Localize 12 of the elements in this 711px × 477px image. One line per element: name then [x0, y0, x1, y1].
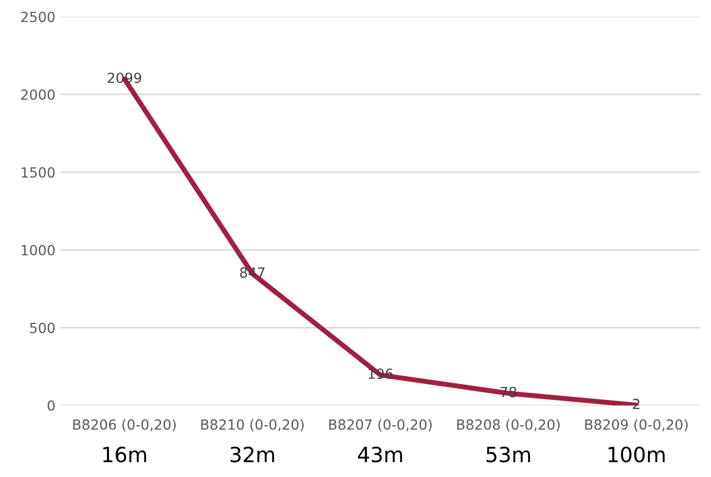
y-tick-label: 2000	[21, 89, 55, 100]
x-tick-label: B8210 (0-0,20) 32m	[201, 419, 304, 462]
y-tick-label: 0	[48, 400, 55, 411]
y-tick-label: 500	[30, 322, 55, 334]
y-tick-label: 1500	[22, 167, 55, 178]
x-tick-label: B8206 (0-0,20) 16m	[73, 419, 176, 462]
y-tick-label: 2500	[21, 12, 55, 22]
data-label: 2099	[108, 72, 142, 84]
x-tick-label: B8208 (0-0,20) 53m	[457, 419, 560, 462]
y-tick-label: 1000	[22, 244, 55, 256]
x-tick-label: B8209 (0-0,20) 100m	[585, 419, 688, 462]
x-tick-label: B8207 (0-0,20) 43m	[329, 419, 432, 462]
